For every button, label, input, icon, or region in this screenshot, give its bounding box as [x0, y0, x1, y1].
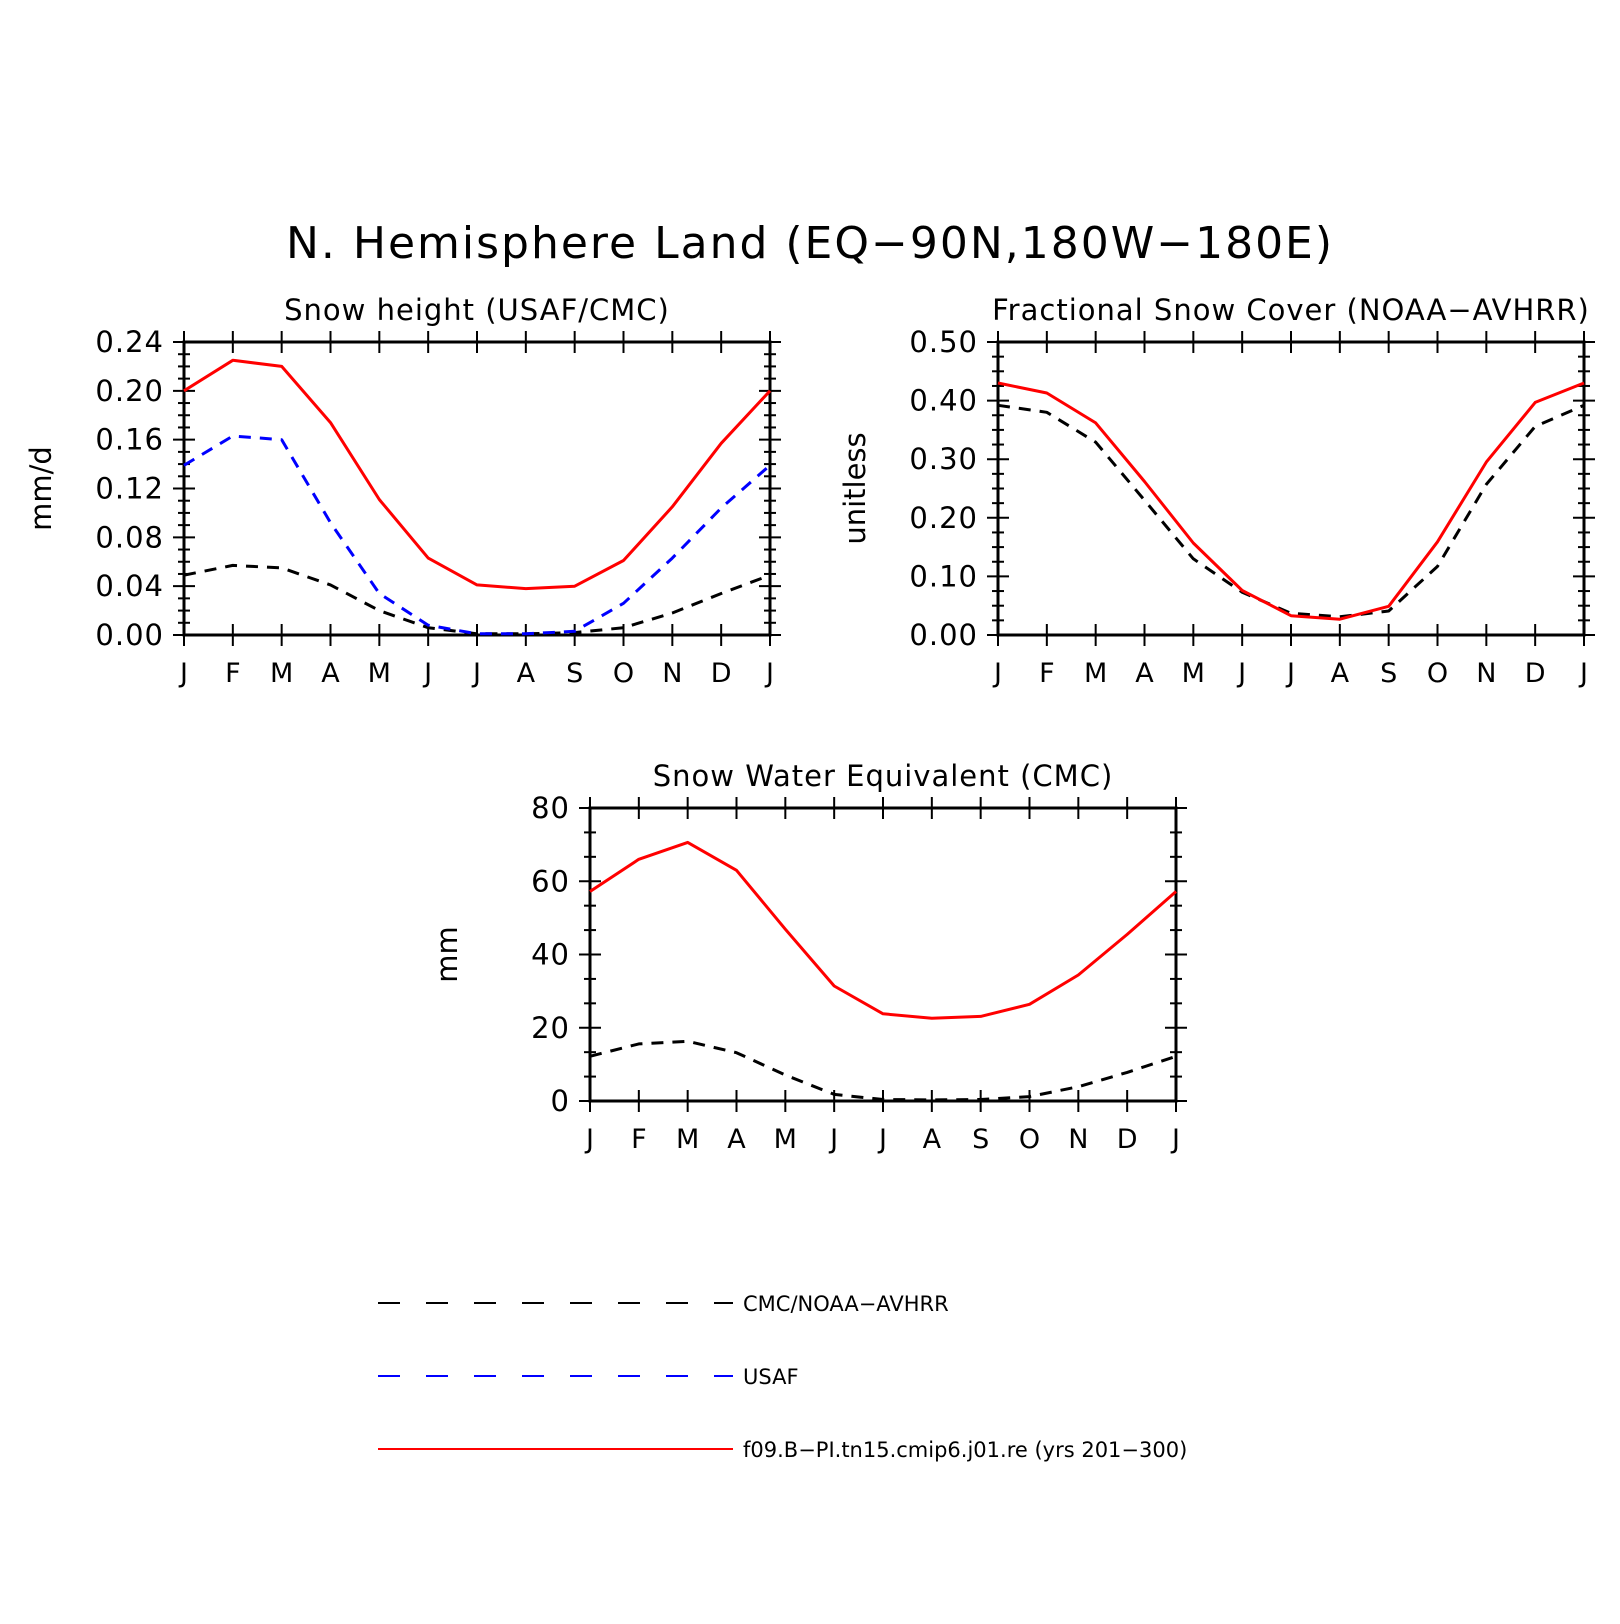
x-tick-label-snow-height: D — [711, 658, 732, 689]
y-tick-label-swe: 80 — [531, 791, 570, 825]
y-tick-label-swe: 40 — [531, 938, 570, 972]
x-tick-label-snow-height: F — [225, 658, 241, 689]
y-tick-label-snow-height: 0.08 — [95, 520, 164, 554]
y-tick-label-snow-height: 0.24 — [95, 325, 164, 359]
x-tick-label-snow-height: J — [178, 658, 188, 689]
x-tick-label-snow-height: M — [368, 658, 391, 689]
y-tick-label-snow-cover: 0.30 — [909, 442, 978, 476]
x-tick-label-snow-cover: D — [1525, 658, 1546, 689]
x-tick-label-snow-cover: J — [1236, 658, 1246, 689]
x-tick-label-snow-cover: M — [1084, 658, 1107, 689]
legend-entry-model: f09.B−PI.tn15.cmip6.j01.re (yrs 201−300) — [378, 1438, 1187, 1462]
x-tick-label-swe: O — [1019, 1124, 1040, 1155]
x-tick-label-swe: J — [828, 1124, 838, 1155]
panel-title-snow-height: Snow height (USAF/CMC) — [284, 293, 670, 327]
x-tick-label-snow-cover: J — [992, 658, 1002, 689]
legend-entry-usaf: USAF — [378, 1365, 799, 1389]
x-tick-label-snow-cover: S — [1380, 658, 1397, 689]
y-tick-label-snow-height: 0.12 — [95, 472, 164, 506]
y-tick-label-swe: 60 — [531, 864, 570, 898]
x-tick-label-swe: M — [774, 1124, 797, 1155]
series-line-swe-0 — [589, 1039, 1177, 1102]
legend-label-usaf: USAF — [743, 1365, 799, 1389]
legend-label-model: f09.B−PI.tn15.cmip6.j01.re (yrs 201−300) — [743, 1438, 1187, 1462]
series-line-snow-cover-1 — [997, 381, 1585, 621]
y-tick-label-snow-height: 0.04 — [95, 569, 164, 603]
y-axis-label-snow-cover: unitless — [838, 432, 872, 544]
x-tick-label-snow-height: N — [662, 658, 682, 689]
y-tick-label-snow-cover: 0.00 — [909, 618, 978, 652]
y-tick-label-snow-height: 0.20 — [95, 374, 164, 408]
x-tick-label-swe: F — [631, 1124, 647, 1155]
y-tick-label-snow-cover: 0.20 — [909, 501, 978, 535]
panel-snow-height: Snow height (USAF/CMC) mm/d 0.00 0.04 0.08 0.… — [24, 293, 781, 689]
x-tick-label-snow-cover: A — [1135, 658, 1154, 689]
x-tick-label-snow-height: A — [517, 658, 536, 689]
y-tick-label-snow-height: 0.16 — [95, 423, 164, 457]
x-tick-label-snow-cover: J — [1578, 658, 1588, 689]
y-tick-label-snow-cover: 0.40 — [909, 384, 978, 418]
plot-frame-snow-height — [182, 340, 772, 637]
x-tick-label-swe: J — [877, 1124, 887, 1155]
y-tick-label-swe: 0 — [551, 1084, 570, 1118]
x-tick-label-swe: A — [923, 1124, 942, 1155]
x-tick-label-swe: N — [1068, 1124, 1088, 1155]
legend: CMC/NOAA−AVHRR USAF f09.B−PI.tn15.cmip6.… — [378, 1292, 1187, 1462]
x-tick-label-snow-height: J — [422, 658, 432, 689]
figure-title: N. Hemisphere Land (EQ−90N,180W−180E) — [286, 218, 1334, 269]
x-tick-label-swe: M — [676, 1124, 699, 1155]
legend-entry-obs: CMC/NOAA−AVHRR — [378, 1292, 949, 1316]
y-tick-label-snow-cover: 0.10 — [909, 559, 978, 593]
x-tick-label-snow-cover: N — [1476, 658, 1496, 689]
series-line-swe-1 — [589, 840, 1177, 1020]
y-axis-label-snow-height: mm/d — [24, 446, 58, 531]
panel-title-snow-cover: Fractional Snow Cover (NOAA−AVHRR) — [992, 293, 1590, 327]
x-tick-label-snow-cover: M — [1182, 658, 1205, 689]
x-tick-label-snow-cover: J — [1285, 658, 1295, 689]
x-tick-label-snow-height: J — [764, 658, 774, 689]
x-tick-label-snow-height: M — [270, 658, 293, 689]
legend-label-obs: CMC/NOAA−AVHRR — [743, 1292, 949, 1316]
plot-frame-snow-cover — [996, 340, 1586, 637]
x-tick-label-swe: A — [727, 1124, 746, 1155]
x-tick-label-swe: J — [584, 1124, 594, 1155]
y-tick-label-swe: 20 — [531, 1011, 570, 1045]
x-tick-label-snow-height: S — [566, 658, 583, 689]
panel-snow-water-equivalent: Snow Water Equivalent (CMC) mm 0 20 40 60 80 J F… — [430, 759, 1187, 1155]
series-line-snow-height-1 — [183, 434, 771, 636]
y-tick-label-snow-height: 0.00 — [95, 618, 164, 652]
panel-title-swe: Snow Water Equivalent (CMC) — [653, 759, 1114, 793]
x-tick-label-snow-height: J — [471, 658, 481, 689]
x-tick-label-swe: S — [972, 1124, 989, 1155]
series-line-snow-cover-0 — [997, 403, 1585, 619]
x-tick-label-snow-height: A — [321, 658, 340, 689]
x-tick-label-snow-height: O — [613, 658, 634, 689]
plot-frame-swe — [588, 806, 1178, 1103]
x-tick-label-snow-cover: F — [1039, 658, 1055, 689]
series-line-snow-height-0 — [183, 563, 771, 636]
panel-fractional-snow-cover: Fractional Snow Cover (NOAA−AVHRR) unitle… — [838, 293, 1595, 689]
x-tick-label-snow-cover: O — [1427, 658, 1448, 689]
x-tick-label-snow-cover: A — [1331, 658, 1350, 689]
y-axis-label-swe: mm — [430, 926, 464, 983]
x-tick-label-swe: J — [1170, 1124, 1180, 1155]
x-tick-label-swe: D — [1117, 1124, 1138, 1155]
series-line-snow-height-2 — [183, 358, 772, 591]
y-tick-label-snow-cover: 0.50 — [909, 325, 978, 359]
